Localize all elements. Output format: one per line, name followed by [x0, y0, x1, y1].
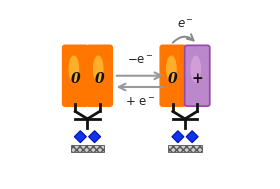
Ellipse shape: [69, 56, 79, 82]
Text: 0: 0: [168, 72, 178, 86]
FancyBboxPatch shape: [87, 45, 112, 106]
Polygon shape: [74, 131, 86, 143]
Text: 0: 0: [71, 72, 80, 86]
Ellipse shape: [190, 56, 201, 82]
Polygon shape: [186, 131, 198, 143]
Ellipse shape: [166, 56, 177, 82]
Bar: [71, 145, 104, 152]
Text: e$^-$: e$^-$: [178, 18, 195, 31]
Polygon shape: [88, 131, 101, 143]
Text: +: +: [192, 72, 203, 86]
FancyBboxPatch shape: [160, 45, 185, 106]
Polygon shape: [172, 131, 184, 143]
Ellipse shape: [93, 56, 104, 82]
Text: $-$e$^-$: $-$e$^-$: [127, 54, 153, 67]
Bar: [168, 145, 202, 152]
Text: 0: 0: [95, 72, 104, 86]
FancyBboxPatch shape: [63, 45, 88, 106]
Text: $+$ e$^-$: $+$ e$^-$: [125, 95, 155, 108]
FancyBboxPatch shape: [185, 45, 210, 106]
